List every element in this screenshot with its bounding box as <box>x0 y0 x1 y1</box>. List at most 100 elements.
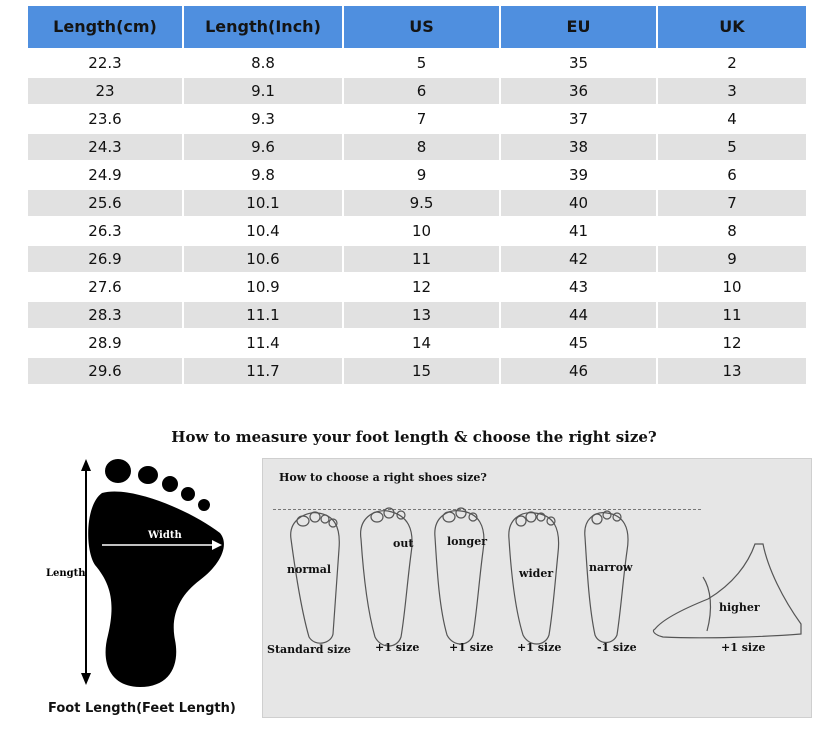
cell-us: 7 <box>344 106 499 132</box>
foot-length-caption: Foot Length(Feet Length) <box>48 701 236 716</box>
cell-eu: 40 <box>501 190 656 216</box>
cell-length-cm: 24.3 <box>28 134 182 160</box>
width-label: Width <box>148 530 182 541</box>
cell-eu: 38 <box>501 134 656 160</box>
cell-eu: 37 <box>501 106 656 132</box>
cell-length-inch: 8.8 <box>184 50 342 76</box>
cell-length-cm: 29.6 <box>28 358 182 384</box>
cell-eu: 43 <box>501 274 656 300</box>
fit-note-longer: longer <box>447 535 487 548</box>
header-length-cm: Length(cm) <box>28 6 182 48</box>
cell-length-inch: 9.1 <box>184 78 342 104</box>
table-row: 23.6 9.3 7 37 4 <box>28 106 810 132</box>
cell-length-cm: 25.6 <box>28 190 182 216</box>
fit-size-normal: Standard size <box>267 643 351 656</box>
header-uk: UK <box>658 6 806 48</box>
table-row: 22.3 8.8 5 35 2 <box>28 50 810 76</box>
cell-uk: 4 <box>658 106 806 132</box>
cell-length-cm: 28.9 <box>28 330 182 356</box>
cell-length-inch: 11.1 <box>184 302 342 328</box>
cell-uk: 9 <box>658 246 806 272</box>
table-row: 27.6 10.9 12 43 10 <box>28 274 810 300</box>
cell-us: 13 <box>344 302 499 328</box>
fit-note-out: out <box>393 537 414 550</box>
cell-eu: 45 <box>501 330 656 356</box>
header-length-inch: Length(Inch) <box>184 6 342 48</box>
cell-length-inch: 9.8 <box>184 162 342 188</box>
fit-note-narrow: narrow <box>589 561 633 574</box>
cell-length-cm: 26.9 <box>28 246 182 272</box>
cell-uk: 12 <box>658 330 806 356</box>
cell-length-cm: 23.6 <box>28 106 182 132</box>
cell-eu: 41 <box>501 218 656 244</box>
cell-length-cm: 28.3 <box>28 302 182 328</box>
table-row: 24.3 9.6 8 38 5 <box>28 134 810 160</box>
cell-length-inch: 10.1 <box>184 190 342 216</box>
cell-uk: 8 <box>658 218 806 244</box>
cell-us: 6 <box>344 78 499 104</box>
cell-uk: 2 <box>658 50 806 76</box>
table-row: 24.9 9.8 9 39 6 <box>28 162 810 188</box>
cell-length-inch: 10.4 <box>184 218 342 244</box>
table-row: 28.9 11.4 14 45 12 <box>28 330 810 356</box>
cell-us: 11 <box>344 246 499 272</box>
cell-eu: 44 <box>501 302 656 328</box>
cell-length-inch: 11.4 <box>184 330 342 356</box>
foot-measure-diagram: Width Length Foot Length(Feet Length) <box>40 455 270 723</box>
fit-size-out: +1 size <box>375 641 420 654</box>
fit-note-wider: wider <box>519 567 554 580</box>
cell-uk: 11 <box>658 302 806 328</box>
cell-length-inch: 9.3 <box>184 106 342 132</box>
cell-us: 9.5 <box>344 190 499 216</box>
cell-uk: 5 <box>658 134 806 160</box>
table-row: 26.9 10.6 11 42 9 <box>28 246 810 272</box>
fit-size-higher: +1 size <box>721 641 766 654</box>
cell-uk: 13 <box>658 358 806 384</box>
table-row: 26.3 10.4 10 41 8 <box>28 218 810 244</box>
shoe-outlines-icon <box>290 507 802 647</box>
foot-silhouette-icon <box>81 459 224 687</box>
fit-size-narrow: -1 size <box>597 641 637 654</box>
cell-eu: 46 <box>501 358 656 384</box>
cell-us: 12 <box>344 274 499 300</box>
cell-length-inch: 10.6 <box>184 246 342 272</box>
table-header-row: Length(cm) Length(Inch) US EU UK <box>28 6 810 48</box>
cell-uk: 3 <box>658 78 806 104</box>
fit-size-wider: +1 size <box>517 641 562 654</box>
fit-note-higher: higher <box>719 601 760 614</box>
cell-length-cm: 23 <box>28 78 182 104</box>
cell-length-inch: 11.7 <box>184 358 342 384</box>
cell-eu: 39 <box>501 162 656 188</box>
cell-eu: 42 <box>501 246 656 272</box>
cell-length-inch: 10.9 <box>184 274 342 300</box>
cell-uk: 10 <box>658 274 806 300</box>
cell-length-inch: 9.6 <box>184 134 342 160</box>
shoe-fit-panel: How to choose a right shoes size? normal… <box>262 458 812 718</box>
cell-us: 15 <box>344 358 499 384</box>
cell-eu: 35 <box>501 50 656 76</box>
cell-us: 8 <box>344 134 499 160</box>
length-label: Length <box>46 568 86 579</box>
cell-length-cm: 22.3 <box>28 50 182 76</box>
table-body: 22.3 8.8 5 35 2 23 9.1 6 36 3 23.6 9.3 7 37 4 24.3 9.6 8 3… <box>28 50 810 384</box>
cell-us: 10 <box>344 218 499 244</box>
cell-length-cm: 26.3 <box>28 218 182 244</box>
cell-length-cm: 27.6 <box>28 274 182 300</box>
cell-us: 14 <box>344 330 499 356</box>
cell-length-cm: 24.9 <box>28 162 182 188</box>
cell-eu: 36 <box>501 78 656 104</box>
cell-us: 9 <box>344 162 499 188</box>
shoes-panel-title: How to choose a right shoes size? <box>279 471 487 484</box>
toe-guide-line <box>273 509 701 510</box>
fit-note-normal: normal <box>287 563 332 576</box>
cell-uk: 6 <box>658 162 806 188</box>
size-chart-table: Length(cm) Length(Inch) US EU UK 22.3 8.8… <box>28 6 810 386</box>
table-row: 23 9.1 6 36 3 <box>28 78 810 104</box>
guide-title: How to measure your foot length & choose… <box>171 428 657 446</box>
table-row: 25.6 10.1 9.5 40 7 <box>28 190 810 216</box>
cell-uk: 7 <box>658 190 806 216</box>
header-eu: EU <box>501 6 656 48</box>
table-row: 29.6 11.7 15 46 13 <box>28 358 810 384</box>
table-row: 28.3 11.1 13 44 11 <box>28 302 810 328</box>
fit-size-longer: +1 size <box>449 641 494 654</box>
